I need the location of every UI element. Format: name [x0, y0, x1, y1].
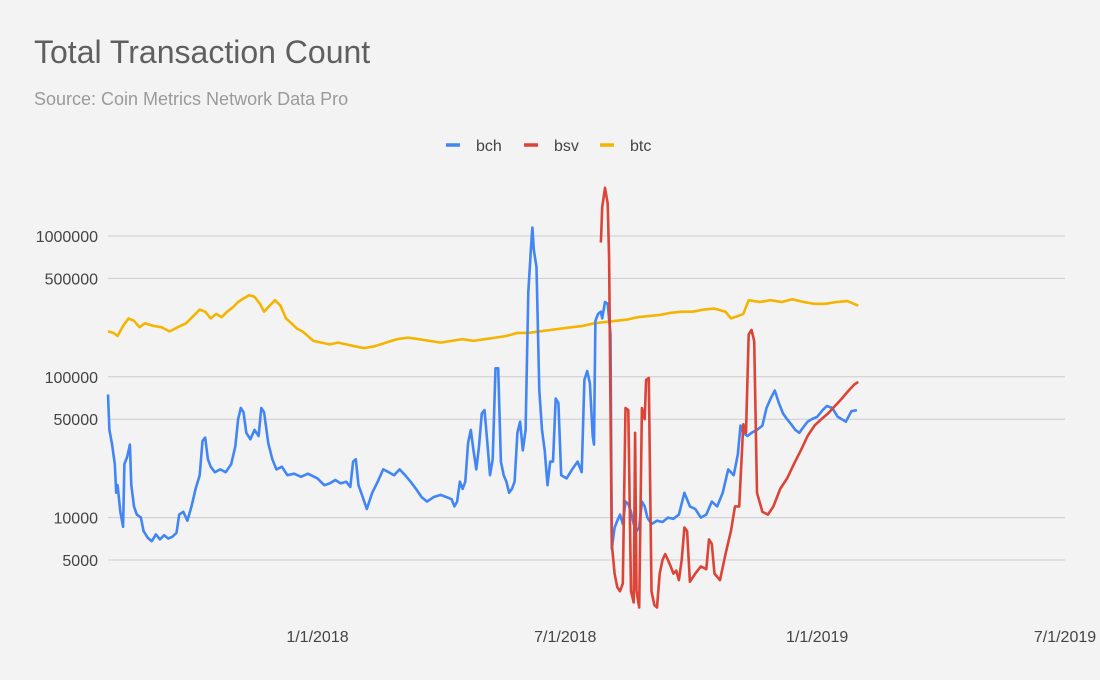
y-tick-label: 50000: [54, 412, 99, 429]
x-tick-label: 7/1/2018: [534, 629, 596, 646]
series-line-bsv: [599, 186, 860, 609]
legend-label-bch: bch: [476, 138, 502, 155]
x-tick-label: 1/1/2019: [786, 629, 848, 646]
y-tick-label: 10000: [54, 511, 99, 528]
y-tick-label: 5000: [62, 553, 98, 570]
y-axis-ticks: 5000 10000 50000 100000 500000 1000000: [36, 229, 98, 570]
series-line-bch: [106, 226, 858, 551]
series-line-btc: [107, 293, 859, 350]
y-tick-label: 500000: [45, 271, 98, 288]
gridlines: [108, 235, 1065, 561]
x-axis-ticks: 1/1/2018 7/1/2018 1/1/2019 7/1/2019: [286, 629, 1096, 646]
y-tick-label: 1000000: [36, 229, 98, 246]
chart-subtitle: Source: Coin Metrics Network Data Pro: [34, 89, 349, 109]
legend-label-bsv: bsv: [554, 138, 579, 155]
chart-legend: bch bsv btc: [446, 138, 651, 155]
y-tick-label: 100000: [45, 370, 98, 387]
series-lines: [106, 186, 860, 609]
x-tick-label: 7/1/2019: [1034, 629, 1096, 646]
chart-title: Total Transaction Count: [34, 34, 371, 70]
legend-label-btc: btc: [630, 138, 651, 155]
x-tick-label: 1/1/2018: [286, 629, 348, 646]
